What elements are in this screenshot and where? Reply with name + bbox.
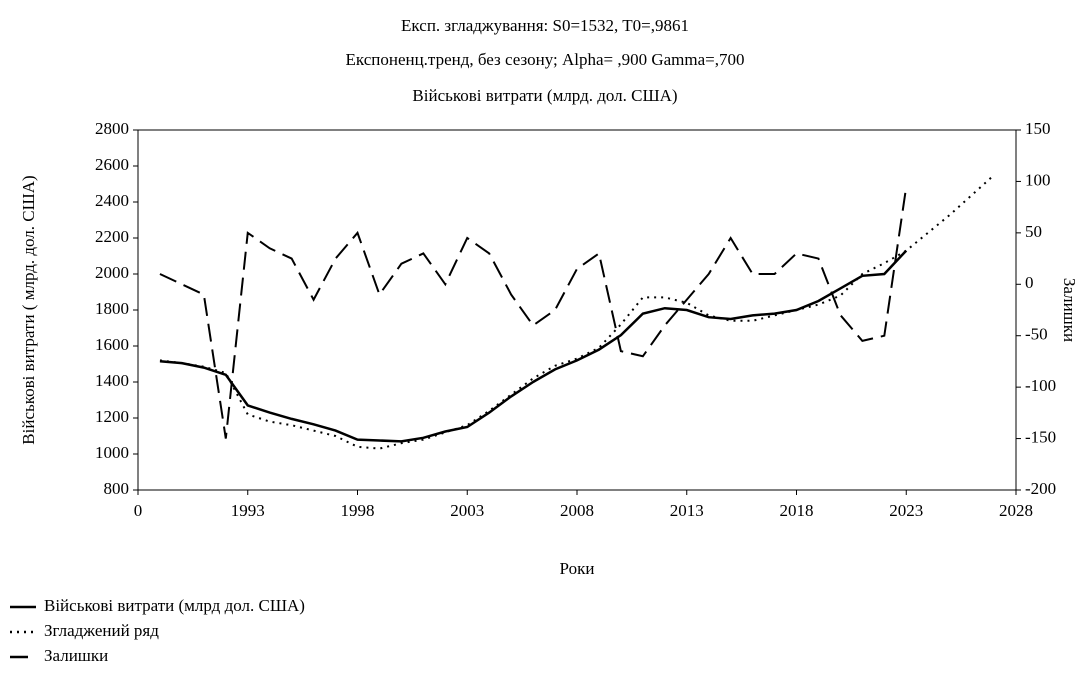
y2-tick-label: 100 <box>1025 170 1051 189</box>
y-tick-label: 1200 <box>95 407 129 426</box>
x-tick-label: 2013 <box>670 501 704 520</box>
x-axis-label: Роки <box>560 559 595 578</box>
y2-tick-label: 150 <box>1025 119 1051 138</box>
x-tick-label: 1998 <box>341 501 375 520</box>
x-tick-label: 2018 <box>780 501 814 520</box>
y-axis-label: Військові витрати ( млрд. дол. США) <box>19 175 38 444</box>
series-line <box>159 186 908 439</box>
y-tick-label: 1400 <box>95 371 129 390</box>
y-tick-label: 1600 <box>95 335 129 354</box>
y-tick-label: 2400 <box>95 191 129 210</box>
x-tick-label: 1993 <box>231 501 265 520</box>
chart-subtitle: Військові витрати (млрд. дол. США) <box>412 86 677 105</box>
y2-tick-label: -200 <box>1025 479 1056 498</box>
y-tick-label: 2800 <box>95 119 129 138</box>
x-tick-label: 2003 <box>450 501 484 520</box>
y2-tick-label: 0 <box>1025 273 1034 292</box>
plot-frame <box>137 129 1017 491</box>
y2-tick-label: -100 <box>1025 376 1056 395</box>
legend-label: Військові витрати (млрд дол. США) <box>44 596 305 615</box>
chart-title: Експ. згладжування: S0=1532, T0=,9861 <box>401 16 689 35</box>
y-tick-label: 2000 <box>95 263 129 282</box>
x-tick-label: 0 <box>134 501 143 520</box>
y-tick-label: 800 <box>104 479 130 498</box>
y2-tick-label: -50 <box>1025 325 1048 344</box>
x-tick-label: 2023 <box>889 501 923 520</box>
x-tick-label: 2008 <box>560 501 594 520</box>
y-tick-label: 1800 <box>95 299 129 318</box>
y-tick-label: 2600 <box>95 155 129 174</box>
y2-tick-label: -150 <box>1025 427 1056 446</box>
legend-label: Згладжений ряд <box>44 621 159 640</box>
series-line <box>159 174 995 450</box>
y2-tick-label: 50 <box>1025 222 1042 241</box>
series-line <box>159 249 908 443</box>
legend-label: Залишки <box>44 646 108 665</box>
y-tick-label: 2200 <box>95 227 129 246</box>
x-tick-label: 2028 <box>999 501 1033 520</box>
y2-axis-label: Залишки <box>1060 278 1079 342</box>
y-tick-label: 1000 <box>95 443 129 462</box>
chart-subtitle: Експоненц.тренд, без сезону; Alpha= ,900… <box>345 50 744 69</box>
